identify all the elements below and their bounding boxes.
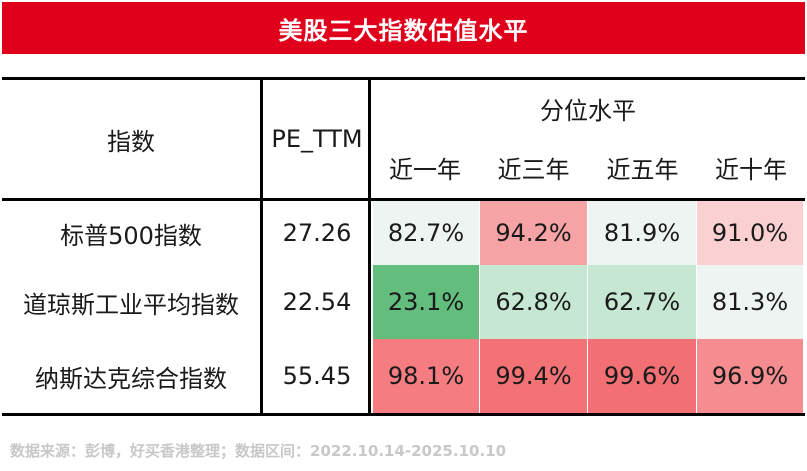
header-pe: PE_TTM	[271, 125, 363, 153]
pct-cell: 23.1%	[373, 265, 479, 339]
pct-cell: 94.2%	[480, 201, 587, 265]
pct-cell: 98.1%	[373, 339, 479, 413]
pct-cell: 82.7%	[373, 201, 479, 265]
header-divider	[2, 198, 805, 201]
row-name-nasdaq: 纳斯达克综合指数	[35, 364, 227, 393]
header-period-3y: 近三年	[497, 155, 570, 184]
header-period-5y: 近五年	[606, 155, 679, 184]
row-name-sp500: 标普500指数	[60, 221, 202, 250]
pct-cell: 91.0%	[697, 201, 803, 265]
header-period-10y: 近十年	[715, 155, 787, 184]
pct-cell: 99.4%	[480, 339, 587, 413]
pct-cell: 81.3%	[697, 265, 803, 339]
page-title: 美股三大指数估值水平	[2, 2, 805, 54]
source-note: 数据来源：彭博，好买香港整理；数据区间：2022.10.14-2025.10.1…	[10, 442, 507, 460]
column-divider	[368, 80, 371, 413]
pct-cell: 99.6%	[588, 339, 696, 413]
header-index: 指数	[107, 127, 155, 156]
valuation-table: 指数 PE_TTM 分位水平 近一年 近三年 近五年 近十年 标普500指数 2…	[2, 77, 805, 416]
header-percentile: 分位水平	[540, 96, 636, 125]
pct-cell: 62.7%	[588, 265, 696, 339]
pct-cell: 81.9%	[588, 201, 696, 265]
row-name-dow: 道琼斯工业平均指数	[23, 290, 239, 319]
row-pe-dow: 22.54	[282, 288, 352, 316]
column-divider	[260, 80, 263, 413]
pct-cell: 62.8%	[480, 265, 587, 339]
row-pe-nasdaq: 55.45	[282, 362, 352, 390]
pct-cell: 96.9%	[697, 339, 803, 413]
header-period-1y: 近一年	[389, 155, 461, 184]
row-pe-sp500: 27.26	[282, 219, 352, 247]
